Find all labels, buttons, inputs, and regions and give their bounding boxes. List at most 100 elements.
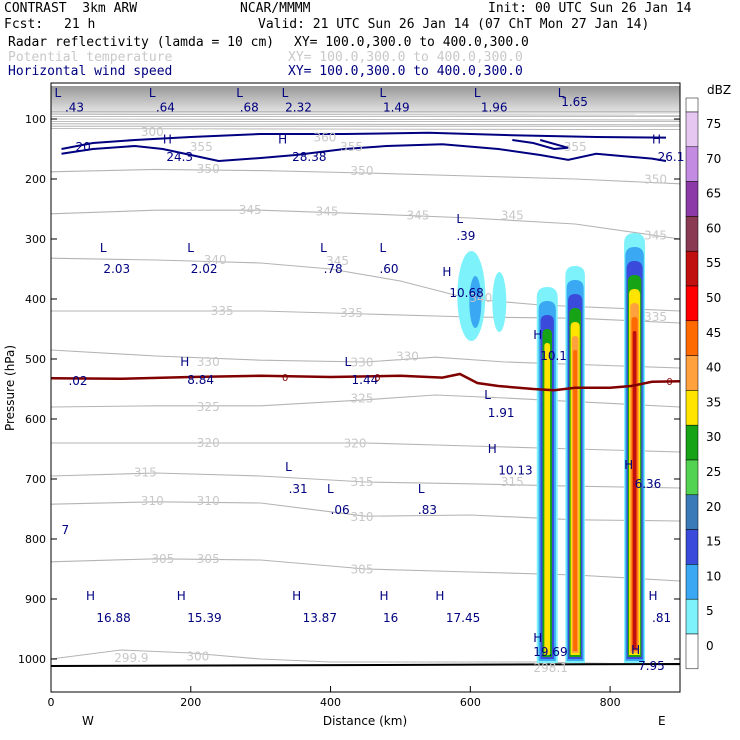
west-label: W — [82, 714, 94, 728]
wind-extremum-label: H — [86, 589, 95, 603]
y-tick-label: 700 — [25, 473, 46, 486]
wind-extremum-label: H — [652, 132, 661, 146]
zero-wind-line — [51, 372, 680, 392]
colorbar-swatch — [685, 320, 699, 356]
wind-extremum-label: H — [379, 589, 388, 603]
theta-label: 350 — [644, 173, 667, 187]
upper-theta-line — [51, 118, 680, 121]
colorbar-level-label: 65 — [706, 187, 721, 201]
colorbar-level-label: 55 — [706, 256, 721, 270]
theta-contour-330 — [51, 349, 680, 369]
wind-extremum-label: 28.38 — [292, 150, 326, 164]
upper-theta-line — [51, 113, 680, 116]
forecast-hour: 21 h — [64, 17, 96, 32]
zero-contour-label: 0 — [374, 373, 380, 384]
wind-extremum-label: L — [456, 212, 463, 226]
theta-label: 350 — [197, 162, 220, 176]
theta-label: 310 — [351, 510, 374, 524]
field-wind-xy: XY= 100.0,300.0 to 400.0,300.0 — [288, 64, 523, 79]
reflectivity-anvil — [492, 272, 507, 332]
theta-label: 335 — [644, 310, 667, 324]
field-reflectivity-xy: XY= 100.0,300.0 to 400.0,300.0 — [294, 35, 529, 50]
colorbar-level-label: 15 — [706, 535, 721, 549]
x-tick-label: 0 — [48, 696, 55, 709]
plot-frame — [50, 82, 681, 693]
wind-extremum-label: 1.65 — [561, 95, 588, 109]
valid-time: Valid: 21 UTC Sun 26 Jan 14 (07 ChT Mon … — [258, 17, 650, 32]
colorbar-swatch — [685, 250, 699, 287]
wind-extremum-label: L — [285, 460, 292, 474]
wind-speed-contour — [512, 139, 569, 151]
wind-extremum-label: 24.3 — [166, 150, 193, 164]
wind-extremum-label: H — [177, 589, 186, 603]
wind-extremum-label: .60 — [379, 262, 398, 276]
wind-extremum-label: .78 — [324, 262, 343, 276]
x-tick-label: 600 — [460, 696, 481, 709]
colorbar-level-label: 5 — [706, 604, 714, 618]
theta-contour-335 — [51, 310, 680, 324]
y-tick-label: 600 — [25, 413, 46, 426]
wind-extremum-label: .02 — [68, 374, 87, 388]
wind-extremum-label: L — [327, 482, 334, 496]
theta-label: 315 — [134, 465, 157, 479]
wind-extremum-label: L — [149, 86, 156, 100]
wind-extremum-label: 20 — [75, 140, 90, 154]
colorbar-swatch — [685, 598, 699, 635]
wind-extremum-label: 8.84 — [187, 373, 214, 387]
x-axis-label: Distance (km) — [323, 714, 407, 728]
east-label: E — [658, 714, 666, 728]
colorbar-swatch — [685, 355, 699, 391]
wind-extremum-label: L — [282, 86, 289, 100]
colorbar-swatch — [685, 529, 699, 565]
theta-contour-325 — [51, 394, 680, 408]
colorbar-swatch — [685, 111, 699, 148]
upper-theta-line — [51, 123, 680, 126]
wind-extremum-label: 7.95 — [638, 659, 665, 673]
theta-label: 300 — [141, 125, 164, 139]
wind-extremum-label: H — [442, 265, 451, 279]
colorbar-level-label: 75 — [706, 117, 721, 131]
theta-label: 310 — [141, 494, 164, 508]
wind-extremum-label: .83 — [418, 503, 437, 517]
theta-label: 345 — [501, 209, 524, 223]
wind-extremum-label: 17.45 — [446, 611, 480, 625]
colorbar-level-label: 45 — [706, 326, 721, 340]
upper-theta-band — [51, 86, 680, 114]
wind-extremum-label: H — [180, 355, 189, 369]
y-axis-label: Pressure (hPa) — [3, 345, 17, 431]
colorbar-swatch — [685, 146, 699, 182]
wind-extremum-label: 1.44 — [352, 373, 379, 387]
y-tick-label: 300 — [25, 233, 46, 246]
wind-speed-contour — [61, 143, 667, 163]
reflectivity-core-2-level-7 — [632, 331, 637, 649]
y-tick-label: 900 — [25, 593, 46, 606]
y-tick-label: 500 — [25, 353, 46, 366]
field-theta-name: Potential temperature — [8, 50, 173, 65]
field-wind-name: Horizontal wind speed — [8, 64, 173, 79]
wind-extremum-label: 15.39 — [187, 611, 221, 625]
theta-label: 340 — [204, 253, 227, 267]
wind-extremum-label: 13.87 — [303, 611, 337, 625]
wind-extremum-label: H — [533, 328, 542, 342]
colorbar-swatch — [685, 633, 699, 670]
y-tick-label: 100 — [25, 113, 46, 126]
y-tick-label: 1000 — [18, 653, 46, 666]
colorbar-unit: dBZ — [707, 83, 731, 97]
theta-label: 320 — [197, 436, 220, 450]
wind-extremum-label: H — [278, 132, 287, 146]
wind-extremum-label: H — [624, 458, 633, 472]
theta-label: 350 — [351, 164, 374, 178]
reflectivity-core-1-level-6 — [573, 350, 578, 651]
theta-label: 345 — [239, 203, 262, 217]
x-tick-label: 200 — [180, 696, 201, 709]
theta-label: 345 — [406, 209, 429, 223]
wind-extremum-label: .39 — [456, 229, 475, 243]
wind-extremum-label: 19.69 — [533, 645, 567, 659]
colorbar-swatch — [685, 564, 699, 600]
wind-extremum-label: L — [54, 86, 61, 100]
theta-label: 325 — [197, 400, 220, 414]
theta-label: 345 — [644, 228, 667, 242]
theta-contour-345 — [51, 209, 680, 240]
wind-extremum-label: L — [187, 241, 194, 255]
